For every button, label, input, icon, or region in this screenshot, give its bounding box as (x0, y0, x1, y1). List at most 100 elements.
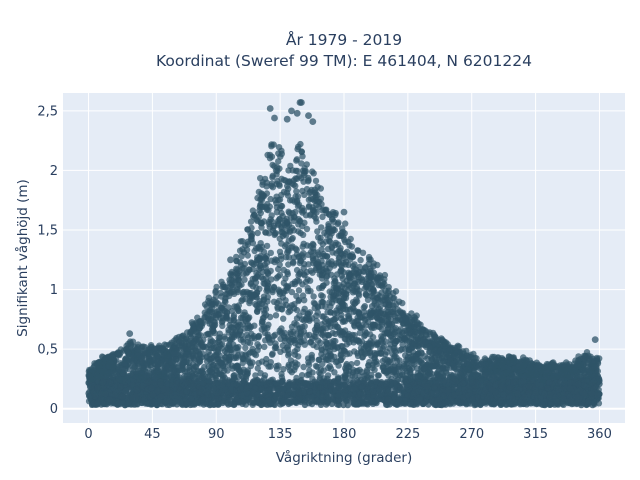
data-point (281, 346, 288, 354)
data-point (312, 333, 319, 340)
data-point (282, 254, 290, 261)
data-point (344, 281, 351, 289)
data-point (337, 261, 345, 268)
data-point (277, 329, 284, 336)
data-point (301, 191, 308, 198)
data-point (310, 293, 317, 300)
data-point (303, 332, 310, 339)
data-point (314, 249, 321, 256)
data-point (231, 372, 238, 379)
data-point (161, 370, 168, 377)
data-point (117, 346, 125, 353)
data-point (109, 367, 116, 375)
data-point (115, 351, 122, 358)
data-point (380, 279, 387, 286)
data-point (280, 176, 288, 184)
data-point (276, 248, 284, 255)
data-point (399, 299, 406, 307)
data-point (390, 302, 397, 309)
data-point (276, 215, 283, 223)
data-point (308, 356, 316, 363)
data-point (301, 305, 308, 312)
data-point (293, 306, 301, 314)
data-point (331, 262, 338, 269)
data-point (370, 269, 378, 276)
data-point (275, 158, 282, 165)
data-point (261, 310, 268, 317)
data-point (166, 341, 173, 348)
data-point (300, 363, 307, 371)
data-point (309, 168, 316, 175)
data-point (328, 299, 336, 307)
data-point (223, 290, 231, 298)
data-point (261, 343, 268, 351)
data-point (313, 218, 320, 225)
data-point (301, 219, 308, 226)
data-point (278, 240, 285, 247)
data-point (299, 167, 307, 175)
data-point (421, 365, 428, 372)
data-point (314, 363, 321, 370)
data-point (367, 337, 374, 345)
data-point (378, 333, 385, 340)
data-point (493, 368, 501, 376)
data-point (283, 241, 290, 248)
data-point (248, 224, 255, 232)
data-point (326, 288, 333, 295)
data-point (452, 347, 459, 355)
data-point (174, 344, 182, 352)
data-point (175, 339, 183, 346)
data-point (255, 214, 262, 221)
data-point (374, 308, 381, 316)
data-point (342, 220, 349, 227)
data-point (254, 365, 261, 372)
data-point (241, 309, 248, 316)
data-point (313, 312, 320, 319)
data-point (255, 332, 263, 339)
data-point (238, 372, 245, 380)
data-point (256, 285, 263, 292)
data-point (268, 212, 275, 219)
data-point (294, 167, 301, 175)
data-point (418, 331, 425, 339)
data-point (172, 356, 180, 363)
data-point (392, 325, 399, 332)
data-point (286, 209, 293, 217)
data-point (257, 262, 264, 269)
data-point (303, 161, 310, 168)
data-point (331, 275, 338, 282)
data-point (315, 203, 323, 211)
data-point (257, 370, 264, 377)
data-point (233, 327, 240, 335)
data-point (231, 354, 238, 362)
data-point (251, 291, 258, 299)
data-point (273, 199, 280, 207)
data-point (312, 177, 320, 185)
data-point (276, 165, 283, 172)
data-point (471, 358, 478, 366)
data-point (244, 252, 251, 259)
data-point (293, 156, 301, 163)
data-point (299, 153, 306, 160)
data-point (402, 352, 409, 359)
data-point (340, 289, 348, 297)
data-point (335, 290, 343, 297)
data-point (295, 143, 302, 150)
data-point (243, 331, 250, 338)
data-point (299, 292, 307, 299)
data-point (424, 372, 431, 379)
data-point (305, 174, 312, 182)
data-point (266, 224, 273, 231)
data-point (385, 313, 392, 320)
data-point (298, 160, 305, 167)
data-point (352, 337, 360, 344)
data-point (286, 228, 294, 235)
data-point (206, 341, 213, 349)
data-point (292, 193, 299, 200)
data-point (278, 374, 286, 381)
data-point (317, 195, 325, 202)
data-point (269, 184, 277, 191)
data-point (326, 363, 333, 370)
data-point (322, 238, 330, 245)
